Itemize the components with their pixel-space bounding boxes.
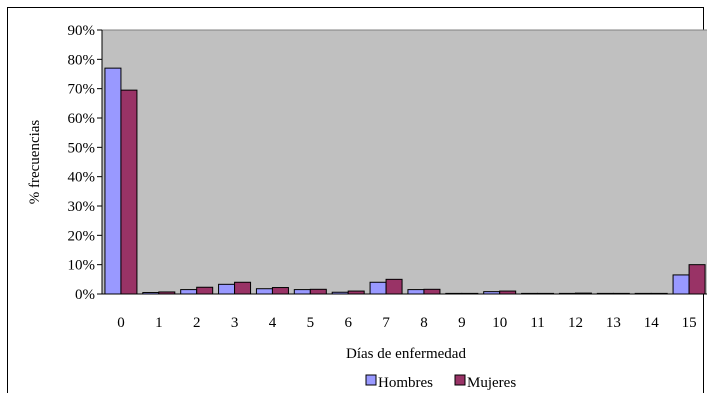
bar-mujeres-3 [234, 281, 252, 295]
legend: Hombres Mujeres [365, 374, 516, 391]
y-axis: 0% 10% 20% 30% 40% 50% 60% 70% 80% 90% [68, 23, 103, 303]
bar-hombres-1 [142, 292, 160, 295]
x-tick-label: 3 [231, 315, 239, 331]
y-tick-label: 20% [68, 228, 96, 244]
x-axis-label: Días de enfermedad [346, 346, 466, 362]
legend-swatch-mujeres [454, 374, 466, 386]
x-tick-label: 13 [606, 315, 621, 331]
bar-hombres-14 [634, 292, 652, 295]
x-tick-label: 10 [492, 315, 507, 331]
bar-hombres-4 [255, 288, 273, 295]
legend-label-mujeres: Mujeres [467, 375, 516, 391]
y-tick-label: 50% [68, 140, 96, 156]
bar-hombres-5 [293, 289, 311, 295]
bar-mujeres-14 [650, 292, 668, 295]
bar-hombres-6 [331, 291, 349, 295]
y-tick-label: 10% [68, 258, 96, 274]
x-tick-label: 6 [344, 315, 352, 331]
bar-hombres-11 [521, 292, 539, 295]
x-tick-label: 11 [530, 315, 544, 331]
x-tick-label: 0 [117, 315, 125, 331]
bar-hombres-13 [596, 292, 614, 295]
plot-area [101, 29, 707, 295]
bar-hombres-12 [558, 292, 576, 295]
bar-mujeres-7 [385, 278, 403, 295]
x-tick-label: 1 [155, 315, 163, 331]
y-tick-label: 90% [68, 23, 96, 39]
bar-mujeres-6 [347, 290, 365, 295]
x-tick-label: 4 [269, 315, 277, 331]
bar-hombres-9 [445, 292, 463, 295]
bar-hombres-3 [218, 283, 236, 295]
bar-hombres-2 [180, 289, 198, 295]
x-tick-label: 2 [193, 315, 201, 331]
bar-mujeres-10 [499, 290, 517, 295]
legend-swatch-hombres [365, 374, 377, 386]
x-tick-label: 12 [568, 315, 583, 331]
x-tick-label: 8 [420, 315, 428, 331]
y-tick-label: 70% [68, 82, 96, 98]
y-axis-label: % frecuencias [27, 120, 43, 205]
bar-hombres-10 [483, 291, 501, 295]
x-tick-label: 14 [644, 315, 660, 331]
x-tick-label: 9 [458, 315, 466, 331]
bar-mujeres-2 [196, 286, 214, 295]
x-tick-label: 15 [682, 315, 697, 331]
y-tick-label: 30% [68, 199, 96, 215]
y-tick-label: 60% [68, 111, 96, 127]
x-axis: 0 1 2 3 4 5 6 7 8 9 10 11 12 13 14 15 [102, 293, 707, 331]
y-tick-label: 80% [68, 52, 96, 68]
bar-hombres-8 [407, 289, 425, 295]
y-tick-label: 40% [68, 170, 96, 186]
bar-mujeres-1 [158, 291, 176, 295]
bars [104, 67, 706, 295]
bar-mujeres-4 [271, 287, 289, 295]
bar-mujeres-13 [612, 292, 630, 295]
bar-mujeres-11 [537, 292, 555, 295]
bar-hombres-7 [369, 281, 387, 295]
bar-mujeres-15 [688, 264, 706, 295]
bar-mujeres-0 [120, 89, 138, 295]
x-tick-label: 7 [382, 315, 390, 331]
bar-mujeres-8 [423, 288, 441, 295]
legend-label-hombres: Hombres [378, 375, 433, 391]
bar-hombres-0 [104, 67, 122, 295]
y-tick-label: 0% [75, 287, 95, 303]
x-tick-label: 5 [307, 315, 315, 331]
bar-mujeres-12 [574, 292, 592, 295]
bar-mujeres-5 [309, 288, 327, 295]
bar-mujeres-9 [461, 292, 479, 295]
bar-hombres-15 [672, 274, 690, 295]
